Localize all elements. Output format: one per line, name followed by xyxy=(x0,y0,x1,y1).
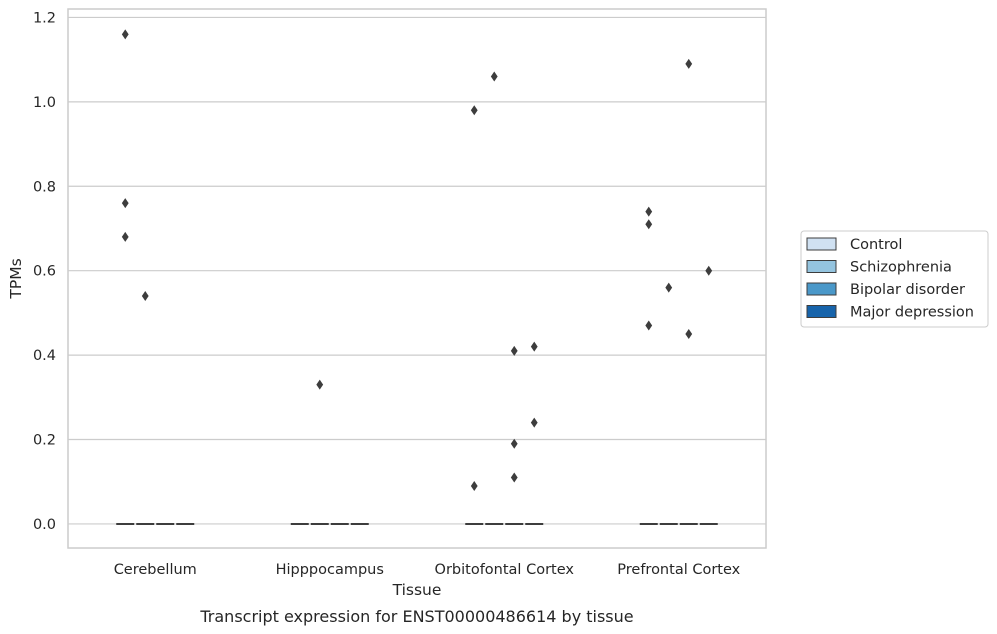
legend-swatch xyxy=(806,260,837,273)
y-tick-label: 0.4 xyxy=(33,348,56,364)
y-tick-label: 1.2 xyxy=(33,10,56,26)
outlier-point xyxy=(685,58,693,69)
outlier-point xyxy=(685,329,693,340)
outlier-point xyxy=(530,417,538,428)
outlier-point xyxy=(121,198,129,209)
x-tick-label: Orbitofontal Cortex xyxy=(435,562,575,578)
legend: Control Schizophrenia Bipolar disorder Majo… xyxy=(800,230,989,328)
outlier-point xyxy=(510,345,518,356)
y-tick-label: 1.0 xyxy=(33,95,56,111)
y-tick-label: 0.6 xyxy=(33,264,56,280)
outlier-point xyxy=(470,105,478,116)
legend-swatch xyxy=(806,237,837,251)
outlier-point xyxy=(645,320,653,331)
outlier-point xyxy=(510,472,518,483)
outlier-point xyxy=(470,480,478,491)
y-tick-label: 0.8 xyxy=(33,179,56,195)
outlier-point xyxy=(316,379,324,390)
y-tick-label: 0.0 xyxy=(33,517,56,533)
outlier-point xyxy=(490,71,498,82)
x-tick-label: Prefrontal Cortex xyxy=(617,562,740,578)
legend-label: Bipolar disorder xyxy=(850,282,965,298)
outlier-point xyxy=(645,219,653,230)
plot-frame xyxy=(67,8,767,549)
legend-swatch xyxy=(806,282,837,296)
outlier-point xyxy=(530,341,538,352)
outlier-point xyxy=(645,206,653,217)
outlier-point xyxy=(141,291,149,302)
x-axis-ticks: Cerebellum Hipppocampus Orbitofontal Corte… xyxy=(114,562,741,578)
outlier-point xyxy=(121,231,129,242)
x-tick-label: Cerebellum xyxy=(114,562,197,578)
outlier-point xyxy=(665,282,673,293)
legend-frame xyxy=(800,230,989,328)
grid-lines xyxy=(68,16,766,525)
chart-caption: Transcript expression for ENST0000048661… xyxy=(199,607,633,626)
outlier-point xyxy=(121,29,129,40)
outlier-point xyxy=(510,438,518,449)
x-axis-label: Tissue xyxy=(392,581,442,599)
legend-label: Control xyxy=(850,237,902,253)
y-axis-ticks: 0.0 0.2 0.4 0.6 0.8 1.0 1.2 xyxy=(33,10,56,532)
legend-swatch xyxy=(806,305,837,318)
x-tick-label: Hipppocampus xyxy=(276,562,384,578)
y-tick-label: 0.2 xyxy=(33,433,56,449)
y-axis-label: TPMs xyxy=(7,258,25,299)
legend-label: Major depression xyxy=(850,305,974,321)
outlier-points xyxy=(121,29,713,491)
legend-label: Schizophrenia xyxy=(850,260,952,276)
outlier-point xyxy=(705,265,713,276)
